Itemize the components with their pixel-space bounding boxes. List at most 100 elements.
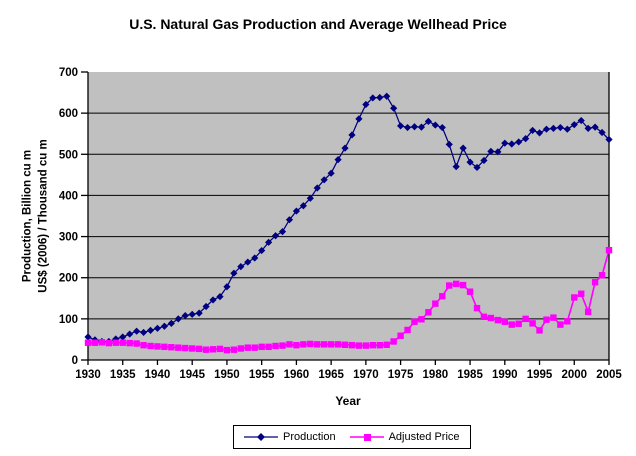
adjusted-price-marker — [418, 316, 425, 323]
adjusted-price-marker — [473, 304, 481, 312]
adjusted-price-marker — [320, 341, 328, 348]
adjusted-price-marker — [536, 327, 543, 334]
production-marker — [195, 309, 203, 317]
adjusted-price-marker — [195, 345, 203, 353]
production-marker — [188, 310, 196, 318]
adjusted-price-marker — [327, 341, 335, 348]
adjusted-price-marker — [119, 339, 126, 346]
x-tick-label: 1965 — [318, 369, 344, 381]
plot-background — [88, 72, 609, 360]
y-tick-label: 600 — [59, 108, 78, 120]
production-marker — [591, 123, 599, 131]
adjusted-price-marker — [202, 346, 210, 353]
production-marker — [265, 238, 273, 246]
adjusted-price-marker — [411, 318, 418, 325]
adjusted-price-marker — [182, 344, 189, 352]
production-marker — [494, 148, 502, 156]
production-marker — [348, 131, 356, 139]
adjusted-price-marker — [446, 282, 453, 289]
production-marker — [403, 123, 412, 132]
adjusted-price-marker — [522, 315, 529, 323]
production-marker — [334, 156, 342, 164]
production-marker — [244, 258, 252, 266]
x-tick-label: 1975 — [388, 369, 414, 381]
adjusted-price-marker — [251, 344, 258, 351]
production-marker — [438, 123, 446, 132]
adjusted-price-marker — [390, 338, 397, 345]
adjusted-price-marker — [557, 321, 564, 328]
production-marker — [258, 246, 266, 255]
production-marker — [563, 125, 571, 133]
production-marker — [570, 121, 578, 129]
adjusted-price-marker — [209, 346, 217, 353]
production-marker — [508, 140, 516, 148]
adjusted-price-marker — [348, 341, 356, 349]
adjusted-price-marker — [425, 309, 432, 316]
adjusted-price-marker — [376, 341, 383, 349]
production-marker — [424, 117, 432, 125]
production-marker — [84, 333, 92, 341]
x-tick-label: 1945 — [179, 369, 205, 381]
production-marker — [362, 100, 370, 109]
adjusted-price-marker — [571, 294, 578, 301]
production-marker — [306, 194, 314, 202]
adjusted-price-marker — [369, 341, 377, 349]
x-tick-label: 1935 — [110, 369, 136, 381]
adjusted-price-marker — [168, 344, 175, 351]
adjusted-price-marker — [237, 345, 245, 352]
production-marker — [237, 263, 245, 271]
adjusted-price-marker — [154, 343, 161, 350]
legend-label-production: Production — [283, 431, 336, 443]
legend: Production Adjusted Price — [233, 425, 471, 449]
y-tick-label: 300 — [59, 232, 78, 244]
adjusted-price-marker — [126, 339, 133, 347]
x-tick-label: 1960 — [284, 369, 310, 381]
adjusted-price-marker — [480, 313, 488, 320]
legend-item-adjusted-price: Adjusted Price — [349, 431, 460, 443]
production-marker — [390, 104, 398, 112]
adjusted-price-marker — [605, 246, 613, 254]
adjusted-price-marker — [341, 341, 349, 348]
y-tick-label: 200 — [59, 273, 78, 285]
y-tick-label: 400 — [59, 190, 78, 202]
adjusted-price-marker — [508, 321, 515, 328]
production-marker — [181, 311, 189, 320]
production-marker — [271, 232, 280, 240]
production-marker — [487, 147, 495, 156]
production-marker — [230, 269, 238, 277]
adjusted-price-marker — [91, 339, 99, 346]
production-marker — [535, 129, 544, 137]
production-marker — [480, 156, 488, 165]
adjusted-price-marker — [397, 332, 404, 339]
adjusted-price-marker — [564, 318, 571, 325]
y-axis-title: Production, Billion cu m US$ (2006) / Th… — [20, 139, 51, 292]
adjusted-price-marker — [591, 279, 599, 286]
production-marker — [216, 293, 224, 301]
production-marker — [126, 330, 134, 338]
adjusted-price-marker — [487, 314, 495, 322]
production-marker — [369, 94, 377, 102]
production-marker — [153, 324, 162, 332]
production-marker — [376, 93, 384, 102]
production-marker — [501, 139, 509, 147]
adjusted-price-marker — [84, 339, 92, 346]
production-marker — [119, 333, 127, 341]
x-tick-label: 1940 — [145, 369, 171, 381]
adjusted-price-marker — [439, 293, 446, 300]
adjusted-price-marker — [598, 272, 606, 279]
adjusted-price-marker — [383, 341, 390, 348]
production-marker — [299, 202, 307, 210]
production-marker — [341, 144, 349, 152]
production-marker — [528, 126, 537, 135]
production-marker — [515, 138, 523, 146]
adjusted-price-marker — [286, 341, 293, 348]
adjusted-price-marker — [140, 341, 147, 349]
x-tick-label: 1995 — [527, 369, 553, 381]
production-marker — [383, 92, 391, 100]
adjusted-price-marker — [105, 339, 113, 347]
production-marker — [466, 158, 474, 166]
production-marker — [459, 144, 467, 152]
production-marker — [327, 169, 335, 177]
adjusted-price-marker — [307, 340, 314, 348]
adjusted-price-marker — [501, 318, 508, 325]
